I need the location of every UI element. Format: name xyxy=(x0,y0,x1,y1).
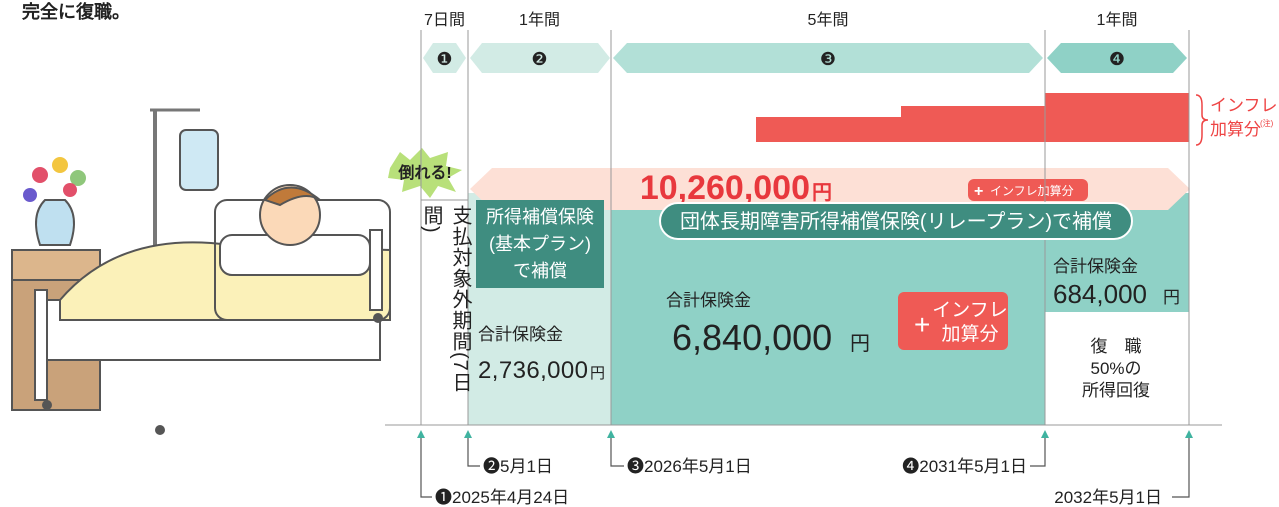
addon-plus: + xyxy=(974,183,983,200)
date-arrowheads xyxy=(417,430,1193,438)
period-number: ❶ xyxy=(436,49,452,69)
return-status: 50%の xyxy=(1090,359,1141,378)
inflation-note: インフレ xyxy=(1210,96,1278,115)
relay-plan-amount: 6,840,000 xyxy=(672,317,832,358)
date-label: ❸2026年5月1日 xyxy=(627,457,752,476)
relay-addon-label: 加算分 xyxy=(941,323,998,345)
page: 完全に復職。 インフレ 加算分 (注) 10,260,000 円 + インフレ加… xyxy=(0,0,1279,507)
period-duration: 1年間 xyxy=(1097,11,1138,29)
period-duration: 5年間 xyxy=(808,11,849,29)
return-label: 合計保険金 xyxy=(1053,257,1138,276)
relay-addon-plus: + xyxy=(914,309,930,340)
diagram: 完全に復職。 インフレ 加算分 (注) 10,260,000 円 + インフレ加… xyxy=(0,0,1279,507)
basic-plan-amount: 2,736,000 xyxy=(478,357,588,384)
relay-plan-title: 団体長期障害所得補償保険(リレープラン)で補償 xyxy=(680,210,1112,233)
basic-plan-title: で補償 xyxy=(513,261,567,281)
date-label: ❹2031年5月1日 xyxy=(902,457,1027,476)
period-duration: 7日間 xyxy=(424,12,465,29)
non-payment-label: 支払対象外期間(7日間) xyxy=(424,205,468,420)
return-status: 所得回復 xyxy=(1082,381,1150,400)
header-note: 完全に復職。 xyxy=(21,1,130,22)
period-duration: 1年間 xyxy=(519,11,560,29)
return-status: 復 職 xyxy=(1091,337,1142,356)
collapse-label: 倒れる! xyxy=(397,163,451,182)
period-number: ❷ xyxy=(531,49,547,69)
basic-plan-unit: 円 xyxy=(590,365,605,382)
return-amount: 684,000 xyxy=(1053,279,1147,309)
inflation-note-mark: (注) xyxy=(1260,118,1274,128)
date-label: 2032年5月1日 xyxy=(1054,488,1162,507)
return-unit: 円 xyxy=(1163,288,1180,307)
date-label: ❶2025年4月24日 xyxy=(435,488,569,507)
inflation-bars xyxy=(756,93,1208,145)
inflation-note: 加算分 xyxy=(1210,120,1261,139)
bed-illustration xyxy=(12,110,390,435)
relay-plan-label: 合計保険金 xyxy=(666,291,751,310)
basic-plan-title: (基本プラン) xyxy=(489,234,591,254)
relay-addon-label: インフレ xyxy=(932,300,1007,321)
basic-plan-title: 所得補償保険 xyxy=(486,207,594,227)
period-number: ❹ xyxy=(1109,49,1125,69)
total-unit: 円 xyxy=(812,182,832,204)
addon-label: インフレ加算分 xyxy=(990,183,1074,198)
relay-plan-unit: 円 xyxy=(850,333,870,355)
basic-plan-label: 合計保険金 xyxy=(478,325,563,344)
date-label: ❷5月1日 xyxy=(483,457,553,476)
period-number: ❸ xyxy=(820,49,836,69)
total-amount: 10,260,000 xyxy=(640,169,810,207)
